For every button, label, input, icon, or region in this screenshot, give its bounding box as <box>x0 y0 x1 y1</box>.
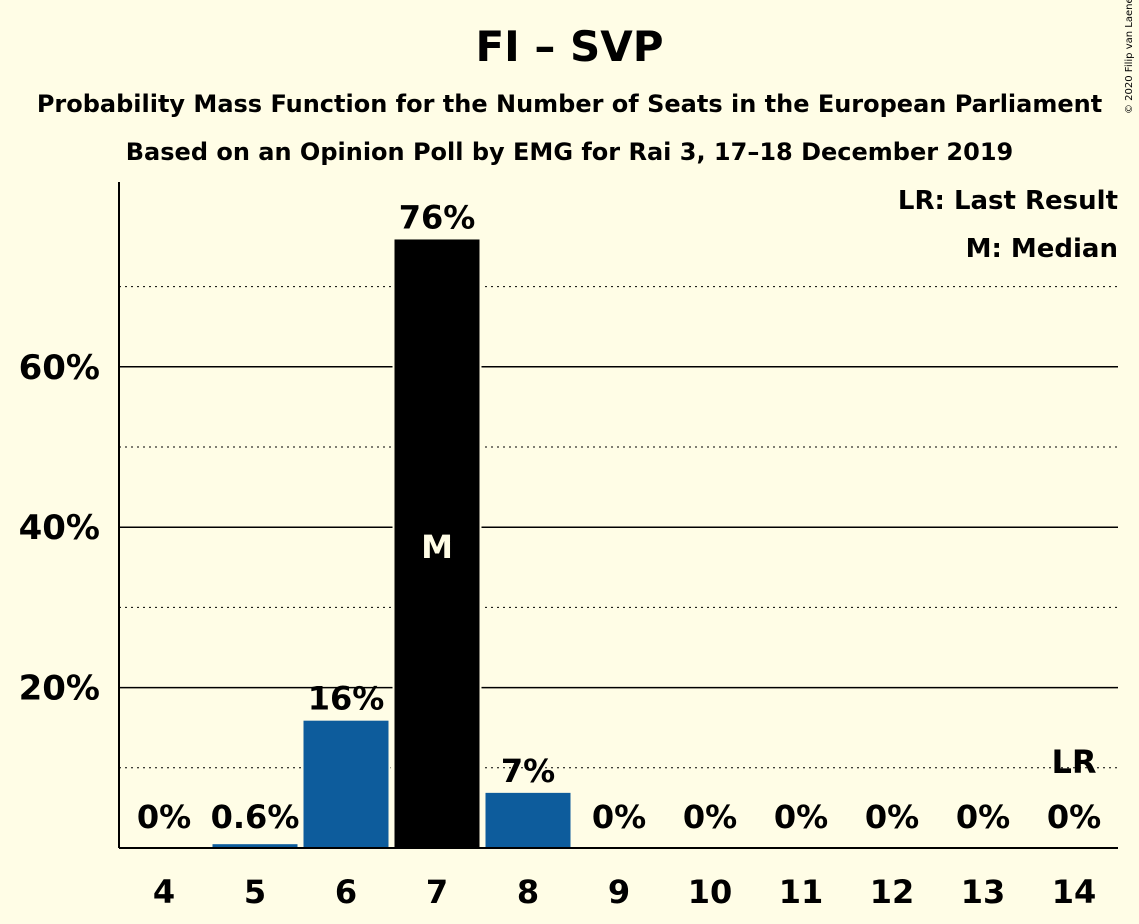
median-marker: M <box>421 528 453 566</box>
data-label: 7% <box>501 752 555 790</box>
y-tick-label: 40% <box>19 508 100 548</box>
x-tick-label: 13 <box>961 873 1006 911</box>
data-label: 0% <box>592 798 646 836</box>
chart-subtitle-poll: Based on an Opinion Poll by EMG for Rai … <box>125 138 1014 166</box>
y-tick-label: 20% <box>19 669 100 709</box>
data-label: 0% <box>137 798 191 836</box>
bar-6 <box>301 718 391 849</box>
data-label: 0% <box>774 798 828 836</box>
x-tick-label: 10 <box>688 873 733 911</box>
x-tick-label: 4 <box>153 873 175 911</box>
last-result-marker: LR <box>1051 743 1096 781</box>
x-tick-label: 5 <box>244 873 266 911</box>
chart-title: FI – SVP <box>475 22 664 71</box>
x-tick-label: 12 <box>870 873 915 911</box>
x-tick-label: 11 <box>779 873 824 911</box>
data-label: 76% <box>399 198 476 236</box>
bar-7 <box>392 237 482 850</box>
data-label: 0% <box>956 798 1010 836</box>
x-tick-label: 6 <box>335 873 357 911</box>
data-label: 0% <box>683 798 737 836</box>
legend-entry: LR: Last Result <box>898 186 1118 216</box>
x-tick-label: 14 <box>1052 873 1097 911</box>
x-tick-label: 7 <box>426 873 448 911</box>
data-label: 0% <box>1047 798 1101 836</box>
data-label: 0.6% <box>211 798 300 836</box>
data-label: 16% <box>308 680 385 718</box>
chart-subtitle: Probability Mass Function for the Number… <box>36 90 1103 118</box>
data-label: 0% <box>865 798 919 836</box>
y-tick-label: 60% <box>19 348 100 388</box>
bar-8 <box>483 790 573 849</box>
x-tick-label: 8 <box>517 873 539 911</box>
legend-entry: M: Median <box>966 234 1118 264</box>
x-tick-label: 9 <box>608 873 630 911</box>
